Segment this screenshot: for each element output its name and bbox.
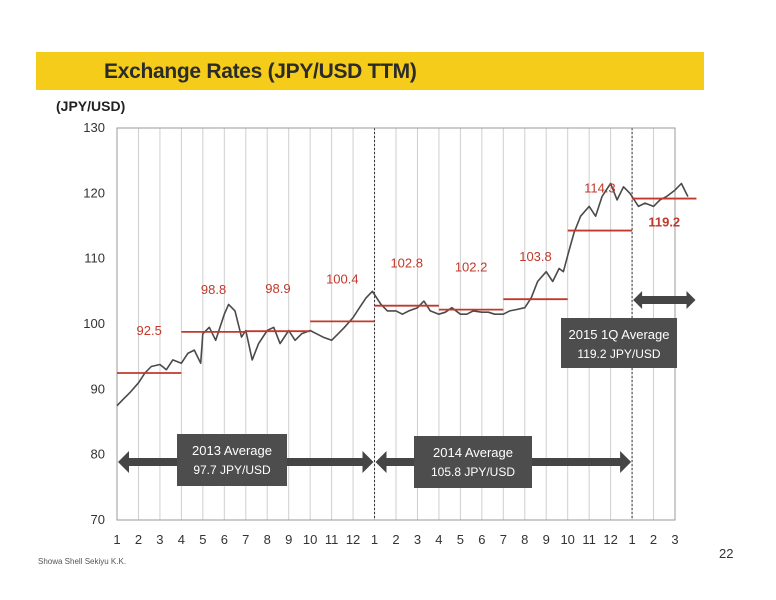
y-tick-label: 100 [83, 316, 105, 331]
x-tick-label: 11 [325, 532, 339, 547]
x-tick-label: 9 [285, 532, 292, 547]
callout-title: 2015 1Q Average [569, 327, 670, 342]
page-number: 22 [719, 546, 734, 561]
page-title: Exchange Rates (JPY/USD TTM) [104, 60, 417, 83]
callout-box [561, 318, 677, 368]
callout-title: 2014 Average [433, 445, 513, 460]
company-name: Showa Shell Sekiyu K.K. [38, 557, 127, 566]
average-lines: 92.5 98.8 98.9 100.4 102.8 102.2 103.8 114.3 119… [117, 181, 697, 374]
callout-value: 97.7 JPY/USD [193, 463, 271, 477]
x-tick-label: 3 [156, 532, 163, 547]
x-tick-label: 8 [264, 532, 271, 547]
callout-box [414, 436, 532, 488]
callout-title: 2013 Average [192, 443, 272, 458]
x-tick-label: 1 [113, 532, 120, 547]
x-tick-label: 7 [500, 532, 507, 547]
x-tick-label: 2 [650, 532, 657, 547]
rate-series [116, 182, 689, 407]
y-axis-unit-label: (JPY/USD) [56, 98, 126, 114]
x-tick-label: 8 [521, 532, 528, 547]
x-tick-label: 2 [392, 532, 399, 547]
x-tick-label: 12 [346, 532, 360, 547]
y-tick-label: 90 [91, 381, 105, 396]
average-label: 119.2 [648, 215, 680, 230]
average-label: 92.5 [137, 323, 162, 338]
x-tick-label: 11 [582, 532, 596, 547]
x-tick-label: 10 [560, 532, 574, 547]
average-label: 102.2 [455, 260, 488, 275]
x-tick-label: 5 [199, 532, 206, 547]
x-tick-label: 2 [135, 532, 142, 547]
x-tick-label: 9 [543, 532, 550, 547]
y-tick-label: 70 [91, 512, 105, 527]
y-tick-label: 120 [83, 185, 105, 200]
callout-box [177, 434, 287, 486]
average-label: 114.3 [584, 181, 616, 196]
x-tick-label: 3 [671, 532, 678, 547]
x-tick-label: 6 [478, 532, 485, 547]
rate-line [116, 182, 689, 407]
average-label: 98.8 [201, 282, 226, 297]
average-label: 100.4 [326, 271, 359, 286]
x-tick-label: 5 [457, 532, 464, 547]
x-tick-label: 12 [603, 532, 617, 547]
average-annotations: 2013 Average 97.7 JPY/USD 2014 Average 105.… [118, 291, 696, 488]
x-tick-label: 7 [242, 532, 249, 547]
average-label: 103.8 [519, 249, 552, 264]
y-axis-ticks: 70 80 90 100 110 120 130 [83, 120, 105, 527]
callout-value: 119.2 JPY/USD [577, 347, 660, 361]
x-tick-label: 1 [371, 532, 378, 547]
x-tick-label: 1 [628, 532, 635, 547]
x-axis-ticks: 1 2 3 4 5 6 7 8 9 10 11 12 1 2 3 4 5 6 7 8 9 10 11 12 1 2 3 [113, 532, 678, 547]
x-tick-label: 6 [221, 532, 228, 547]
callout-value: 105.8 JPY/USD [431, 465, 515, 479]
double-arrow [633, 291, 696, 309]
x-tick-label: 3 [414, 532, 421, 547]
average-label: 98.9 [265, 281, 290, 296]
average-label: 102.8 [390, 256, 423, 271]
x-tick-label: 10 [303, 532, 317, 547]
y-tick-label: 80 [91, 447, 105, 462]
y-tick-label: 130 [83, 120, 105, 135]
x-tick-label: 4 [435, 532, 442, 547]
x-tick-label: 4 [178, 532, 185, 547]
title-band [36, 52, 704, 90]
y-tick-label: 110 [84, 251, 105, 266]
